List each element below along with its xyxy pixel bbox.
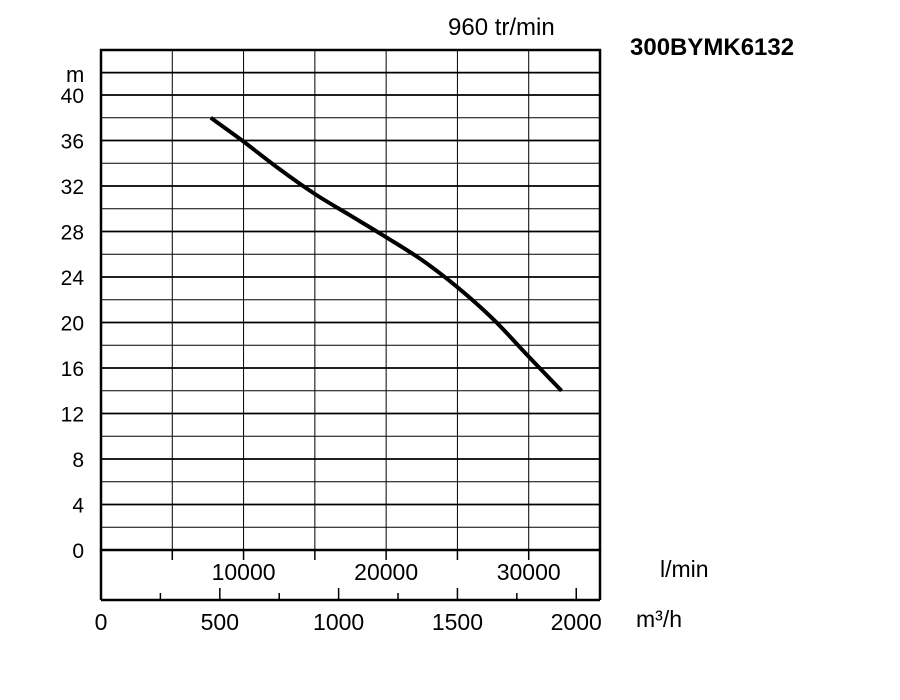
y-axis-tick-labels: 0 4 8 12 16 20 24 28 32 36 40 bbox=[61, 85, 85, 563]
y-tick-label: 8 bbox=[72, 449, 84, 472]
y-tick-label: 12 bbox=[61, 404, 84, 427]
x-lpm-tick-label: 30000 bbox=[497, 559, 561, 585]
y-tick-label: 40 bbox=[61, 85, 84, 108]
chart-subtitle: 960 tr/min bbox=[448, 14, 555, 41]
x-axis-m3h-unit: m³/h bbox=[636, 606, 682, 632]
y-tick-label: 28 bbox=[61, 222, 84, 245]
y-tick-label: 4 bbox=[72, 495, 84, 518]
x-axis-lpm-tick-labels: 10000 20000 30000 bbox=[212, 559, 561, 585]
x-m3h-tick-label: 2000 bbox=[551, 609, 602, 635]
x-m3h-tick-label: 1500 bbox=[432, 609, 483, 635]
x-lpm-tick-label: 20000 bbox=[354, 559, 418, 585]
head-flow-curve bbox=[209, 116, 563, 393]
x-m3h-tick-label: 0 bbox=[95, 609, 108, 635]
x-m3h-tick-label: 500 bbox=[201, 609, 239, 635]
y-axis-label: m bbox=[66, 62, 85, 87]
y-tick-label: 36 bbox=[61, 131, 84, 154]
y-tick-label: 0 bbox=[72, 540, 84, 563]
y-tick-label: 32 bbox=[61, 176, 84, 199]
x-axis-lpm-unit: l/min bbox=[660, 556, 709, 582]
x-m3h-tick-label: 1000 bbox=[313, 609, 364, 635]
chart-title: 300BYMK6132 bbox=[630, 34, 795, 61]
grid-lines bbox=[99, 48, 602, 602]
y-tick-label: 20 bbox=[61, 313, 84, 336]
curves bbox=[209, 116, 563, 393]
y-tick-label: 24 bbox=[61, 267, 85, 290]
x-axis-m3h-tick-labels: 0 500 1000 1500 2000 bbox=[95, 609, 602, 635]
x-lpm-tick-label: 10000 bbox=[212, 559, 276, 585]
y-tick-label: 16 bbox=[61, 358, 84, 381]
